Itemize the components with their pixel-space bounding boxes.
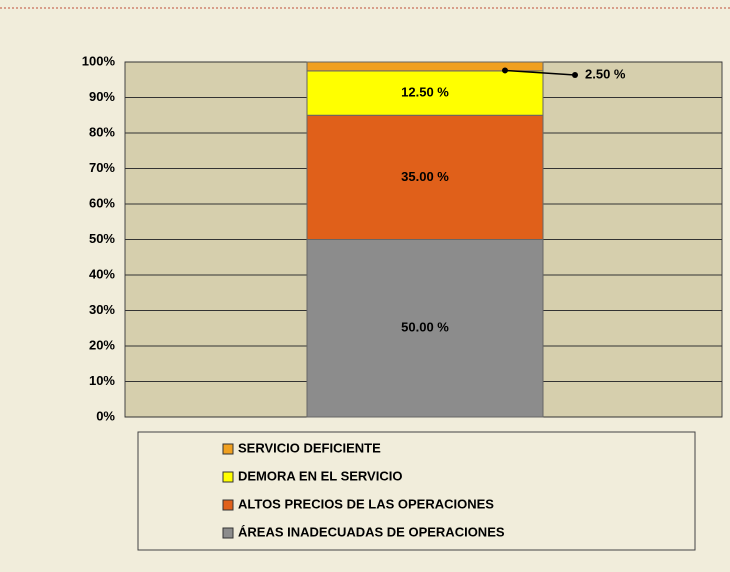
- leader-line: [504, 69, 576, 76]
- legend-swatch: [222, 527, 234, 539]
- legend-label: DEMORA EN EL SERVICIO: [238, 468, 402, 483]
- legend-label: ÁREAS INADECUADAS DE OPERACIONES: [238, 524, 505, 539]
- legend-swatch: [222, 499, 234, 511]
- y-tick-label: 60%: [89, 195, 115, 210]
- bar-segment: [306, 114, 544, 240]
- legend-swatch: [222, 443, 234, 455]
- bar-segment: [306, 61, 544, 72]
- legend-label: ALTOS PRECIOS DE LAS OPERACIONES: [238, 496, 494, 511]
- data-label: 50.00 %: [401, 320, 449, 335]
- legend-label: SERVICIO DEFICIENTE: [238, 440, 381, 455]
- y-tick-label: 10%: [89, 373, 115, 388]
- y-tick-label: 50%: [89, 231, 115, 246]
- y-tick-label: 100%: [82, 53, 116, 68]
- leader-dot: [502, 67, 508, 74]
- data-label: 12.50 %: [401, 85, 449, 100]
- y-tick-label: 30%: [89, 302, 115, 317]
- legend-swatch: [222, 471, 234, 483]
- y-tick-label: 70%: [89, 160, 115, 175]
- y-tick-label: 80%: [89, 124, 115, 139]
- bar-segment: [306, 70, 544, 116]
- bar-segment: [306, 239, 544, 418]
- data-label: 35.00 %: [401, 169, 449, 184]
- y-tick-label: 40%: [89, 266, 115, 281]
- y-tick-label: 20%: [89, 337, 115, 352]
- data-label: 2.50 %: [585, 66, 626, 81]
- y-tick-label: 0%: [96, 408, 115, 423]
- y-tick-label: 90%: [89, 89, 115, 104]
- leader-dot: [572, 72, 578, 78]
